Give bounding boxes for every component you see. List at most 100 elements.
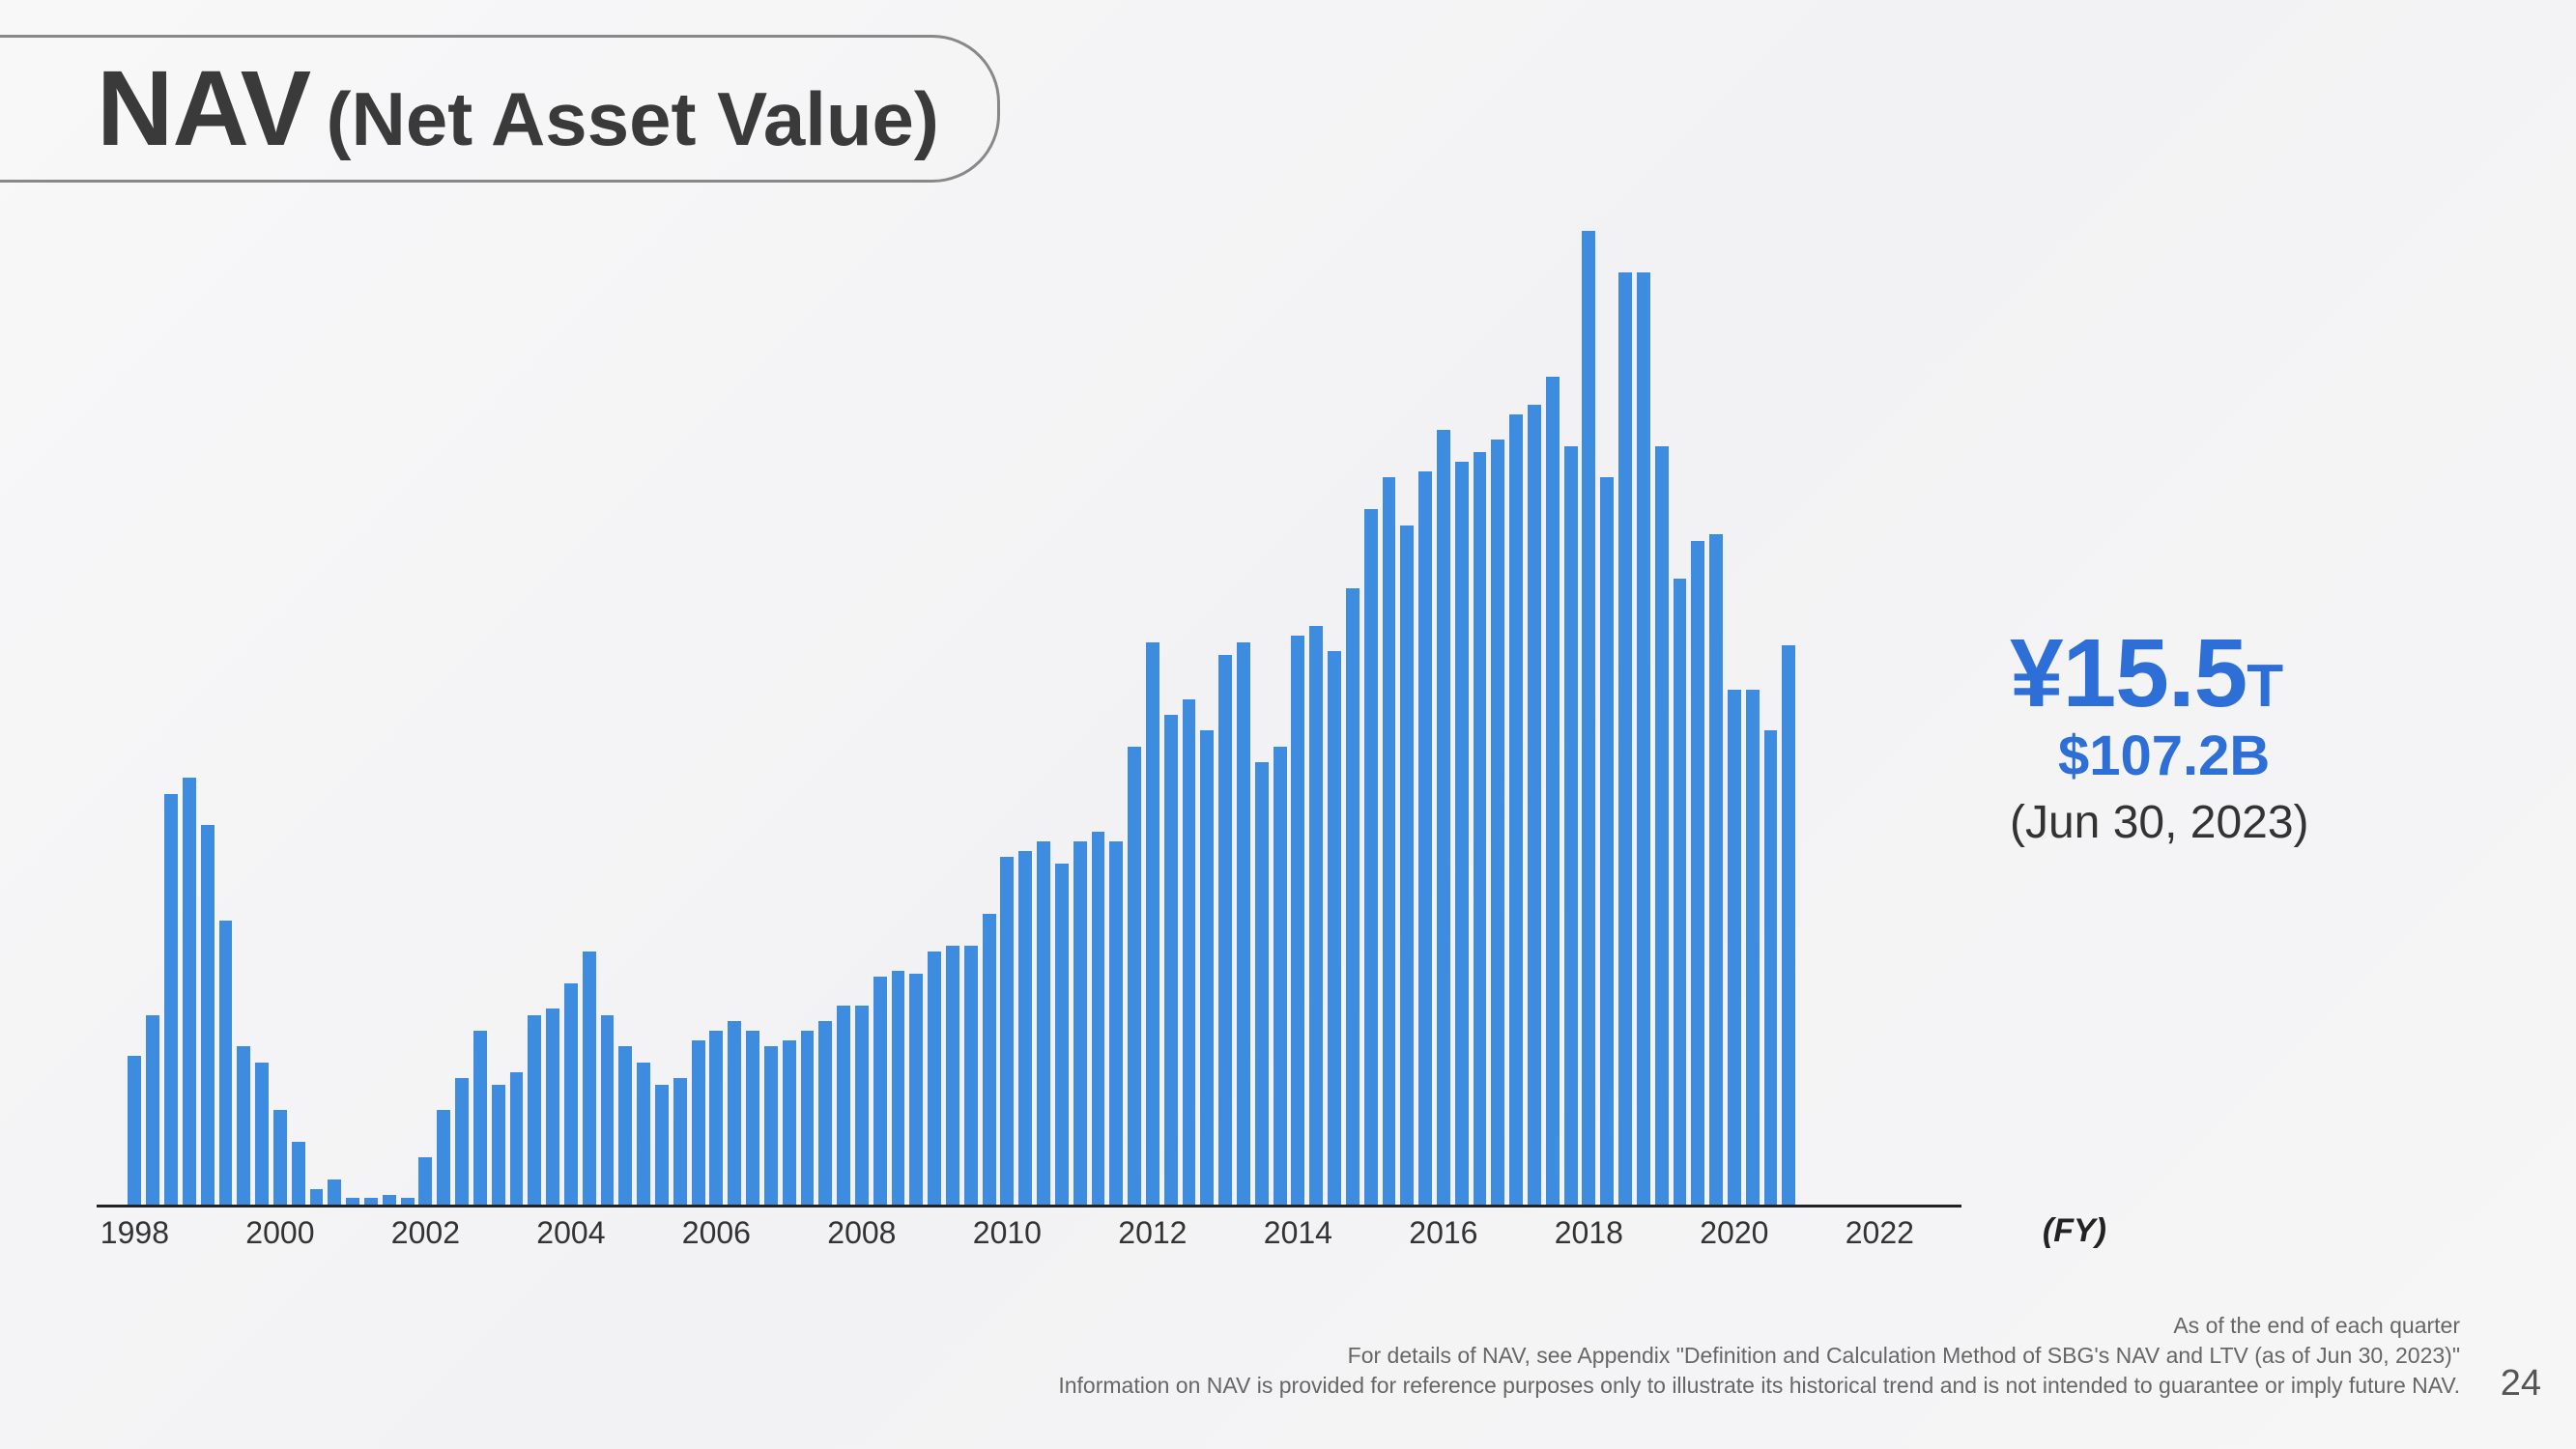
bar-slot [816,193,835,1205]
callout-yen-value: ¥15.5 [2010,619,2247,727]
bar-slot [1235,193,1253,1205]
bar [1455,462,1469,1205]
bar [1764,730,1778,1205]
bar [183,778,196,1205]
bar-slot [1761,193,1780,1205]
bar-slot [780,193,798,1205]
bar [364,1198,378,1205]
nav-bar-chart: 1998200020022004200620082010201220142016… [97,193,1961,1236]
bar [273,1110,287,1205]
bar-slot [326,193,344,1205]
bar-slot [1798,193,1817,1205]
bar [983,914,996,1205]
bar [1564,446,1578,1205]
bar-slot [761,193,780,1205]
bar [1637,272,1650,1205]
bar [855,1006,869,1205]
bar-slot [835,193,853,1205]
callout-usd: $107.2B [2058,724,2309,788]
bar [328,1179,341,1205]
bar [418,1157,432,1205]
bar-slot [453,193,472,1205]
bar-slot [1326,193,1344,1205]
bar [1746,690,1760,1205]
footnote-line: As of the end of each quarter [1058,1311,2460,1341]
bar [583,952,596,1205]
x-tick-label: 2020 [1700,1215,1768,1251]
bar-slot [907,193,926,1205]
bar [1237,642,1250,1205]
bar-slot [289,193,307,1205]
bar-slot [1016,193,1035,1205]
bar [1000,857,1014,1205]
bar-slot [1361,193,1380,1205]
bar [528,1015,541,1205]
bar-slot [1834,193,1852,1205]
bar [746,1031,759,1205]
bar-slot [653,193,672,1205]
bar [837,1006,850,1205]
bar-slot [1707,193,1726,1205]
callout-yen: ¥15.5T [2010,618,2309,729]
bar-slot [435,193,453,1205]
bar-slot [635,193,653,1205]
bar [1037,841,1050,1205]
bar [1437,430,1450,1205]
bar [255,1063,269,1205]
title-main: NAV [97,49,310,168]
bar-slot [1126,193,1144,1205]
bar [237,1046,250,1205]
x-tick-label: 2016 [1409,1215,1477,1251]
bar-slot [598,193,616,1205]
bar-slot [235,193,253,1205]
bar [892,971,905,1205]
bar-slot [798,193,816,1205]
bar [1364,509,1378,1205]
bar [1691,541,1704,1205]
bar [473,1031,487,1205]
bar-slot [198,193,216,1205]
bar [1509,414,1523,1205]
bar [1018,851,1032,1205]
bar [1128,747,1141,1205]
value-callout: ¥15.5T $107.2B (Jun 30, 2023) [2010,618,2309,849]
footnote-line: For details of NAV, see Appendix "Defini… [1058,1341,2460,1371]
bar-slot [253,193,272,1205]
bar [1491,440,1504,1205]
bar-slot [162,193,181,1205]
bar-slot [380,193,398,1205]
bar-slot [1526,193,1544,1205]
bar [709,1031,723,1205]
bar-slot [889,193,907,1205]
bar-slot [1289,193,1307,1205]
bar [1728,690,1741,1205]
bar-slot [216,193,235,1205]
bar-slot [1343,193,1361,1205]
chart-plot-area [97,193,1961,1208]
bar-slot [1471,193,1489,1205]
bar [383,1195,396,1205]
bar [1183,699,1196,1206]
bar-slot [1543,193,1561,1205]
bar-slot [1652,193,1671,1205]
bar-slot [416,193,435,1205]
bar-slot [1271,193,1289,1205]
bar-slot [1889,193,1907,1205]
bar [655,1085,669,1205]
bar-slot [1307,193,1326,1205]
bar [1582,231,1595,1205]
bar [873,977,887,1205]
bar [601,1015,615,1205]
bar [673,1078,687,1205]
callout-yen-unit: T [2247,653,2283,720]
bar [310,1189,324,1205]
bar-slot [689,193,707,1205]
x-tick-label: 2006 [682,1215,751,1251]
bar [1674,579,1687,1205]
bar-slot [1598,193,1617,1205]
bar [909,974,923,1205]
bar [1055,864,1069,1205]
bar-slot [1180,193,1198,1205]
bar-slot [1107,193,1126,1205]
bar [492,1085,505,1205]
